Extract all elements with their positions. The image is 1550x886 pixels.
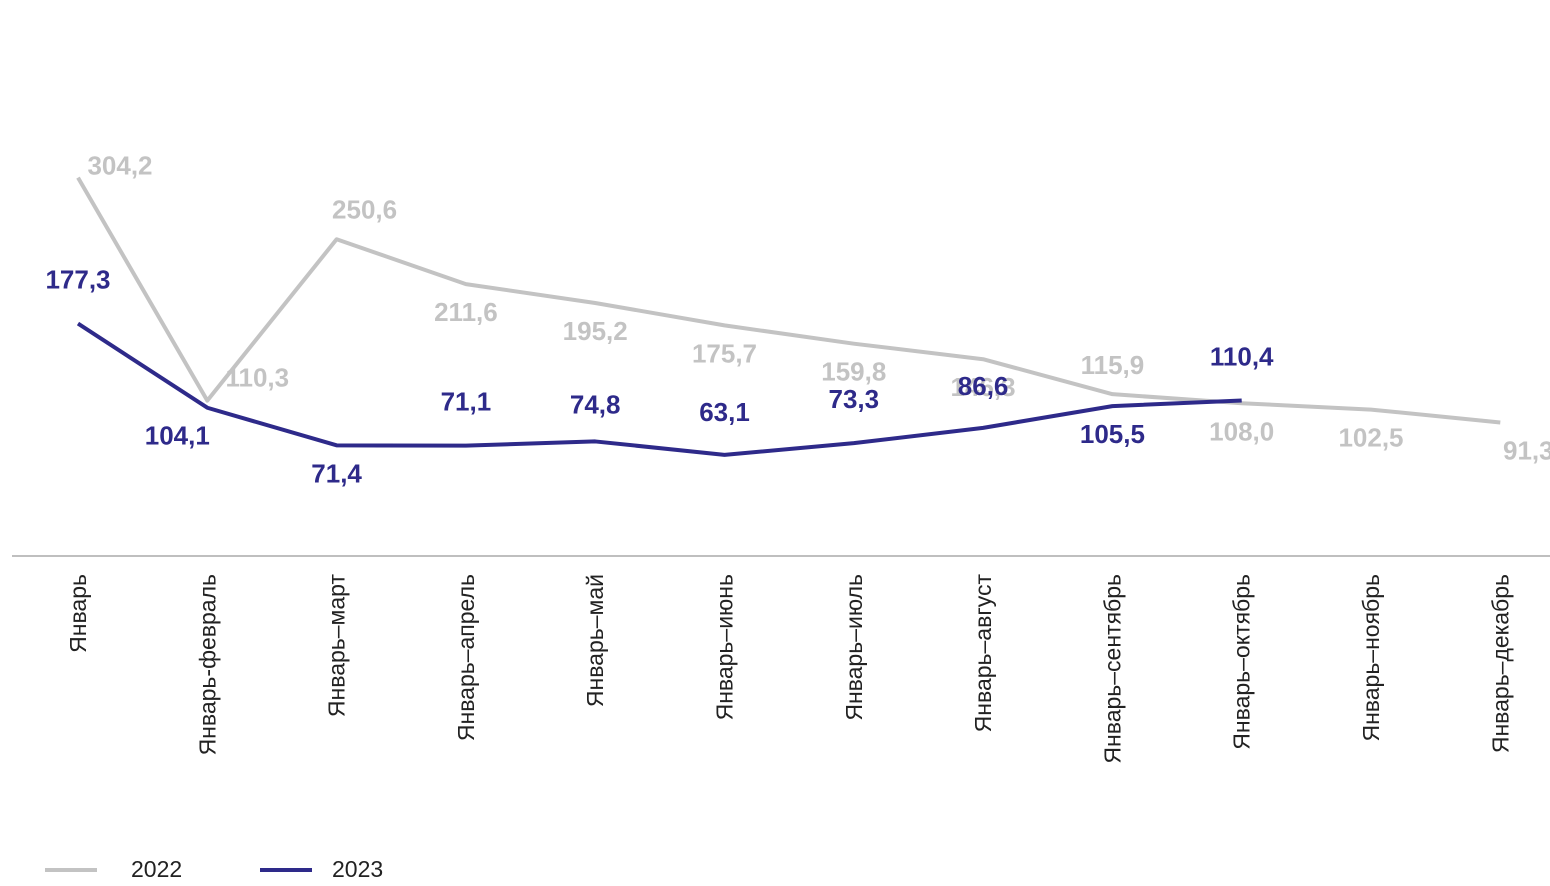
x-tick-label: Январь–сентябрь — [1099, 574, 1125, 764]
series-line-2022 — [76, 176, 1501, 425]
legend-label-2022: 2022 — [131, 856, 183, 882]
data-label-2022: 102,5 — [1338, 423, 1403, 453]
x-tick-label: Январь–октябрь — [1229, 574, 1255, 750]
x-tick-label: Январь–ноябрь — [1358, 574, 1384, 742]
data-label-2023: 63,1 — [699, 397, 750, 427]
data-label-2022: 250,6 — [332, 194, 397, 224]
data-label-2022: 304,2 — [87, 151, 152, 181]
data-label-2023: 71,4 — [311, 458, 362, 488]
x-tick-label: Январь–март — [324, 574, 350, 718]
data-label-2023: 177,3 — [45, 265, 110, 295]
series-line-2023 — [76, 321, 1242, 457]
data-label-2023: 86,6 — [958, 371, 1009, 401]
x-tick-label: Январь–август — [970, 574, 996, 733]
x-tick-label: Январь — [65, 574, 91, 653]
x-tick-label: Январь–июнь — [712, 574, 738, 720]
data-label-2023: 104,1 — [145, 421, 210, 451]
line-chart: 304,2 110,3 250,6 211,6 195,2 175,7 159,8 146,3… — [12, 151, 1550, 764]
data-label-2022: 108,0 — [1209, 416, 1274, 446]
x-tick-label: Январь–июль — [841, 574, 867, 721]
legend-label-2023: 2023 — [332, 856, 384, 882]
x-tick-label: Январь–май — [582, 574, 608, 707]
data-label-2022: 159,8 — [821, 357, 886, 387]
data-label-2023: 105,5 — [1080, 419, 1145, 449]
legend-item-2022: 2022 — [45, 856, 182, 883]
data-label-2022: 115,9 — [1081, 350, 1145, 380]
data-label-2023: 73,3 — [828, 384, 879, 414]
x-tick-label: Январь–апрель — [453, 574, 479, 741]
legend-swatch-2022 — [45, 867, 97, 872]
data-label-2022: 110,3 — [225, 363, 289, 393]
legend-item-2023: 2023 — [260, 856, 383, 883]
data-label-2022: 91,3 — [1503, 435, 1550, 465]
data-label-2022: 211,6 — [434, 297, 498, 327]
data-label-2022: 146,3 — [951, 372, 1016, 402]
data-label-2023: 74,8 — [570, 389, 621, 419]
legend-swatch-2023 — [260, 867, 312, 872]
data-label-2022: 175,7 — [692, 338, 757, 368]
data-label-2023: 71,1 — [441, 387, 492, 417]
x-tick-label: Январь–декабрь — [1487, 574, 1513, 753]
x-tick-label: Январь-февраль — [194, 574, 220, 755]
data-label-2022: 195,2 — [563, 316, 628, 346]
data-label-2023: 110,4 — [1210, 341, 1274, 371]
